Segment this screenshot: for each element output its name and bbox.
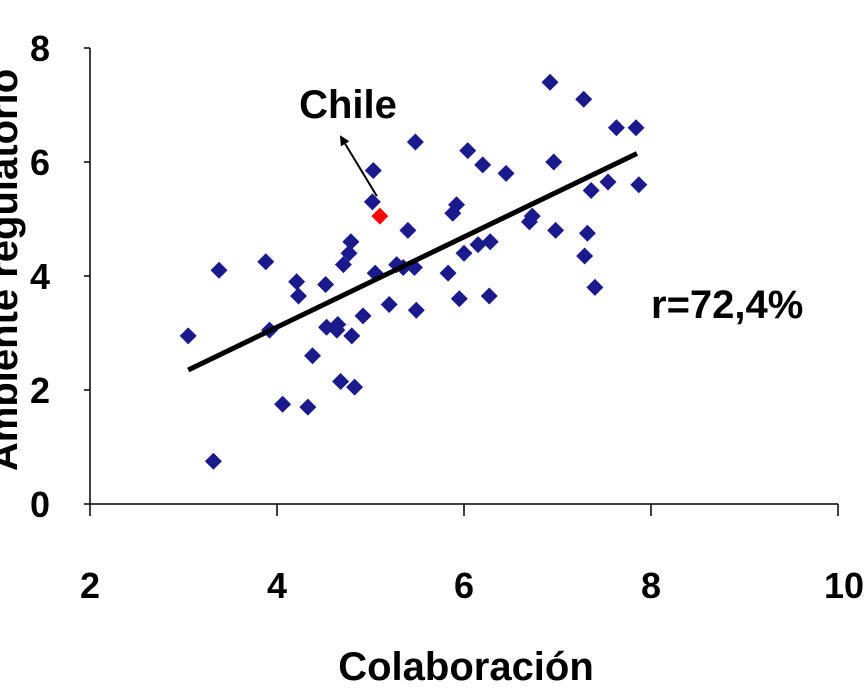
- data-point: [450, 290, 468, 308]
- data-point: [334, 256, 352, 274]
- data-point: [354, 307, 372, 325]
- data-point: [586, 278, 604, 296]
- data-point: [299, 398, 317, 416]
- x-tick-label: 2: [80, 565, 100, 606]
- data-point: [204, 452, 222, 470]
- y-tick-label: 6: [30, 142, 50, 183]
- data-point: [582, 182, 600, 199]
- data-point: [497, 164, 515, 182]
- x-tick-label: 4: [267, 565, 287, 606]
- data-point: [346, 378, 364, 396]
- data-point: [340, 244, 358, 262]
- data-point: [274, 395, 292, 413]
- data-point: [342, 233, 360, 251]
- data-point: [380, 296, 398, 313]
- data-point: [480, 287, 498, 305]
- data-points: [179, 73, 648, 470]
- data-point: [474, 156, 492, 174]
- data-point: [304, 347, 322, 365]
- data-point: [523, 207, 541, 225]
- y-tick-label: 0: [30, 484, 50, 525]
- y-axis-title: Ambiente regulatorio: [0, 69, 26, 471]
- data-point: [399, 221, 417, 239]
- data-point: [364, 162, 382, 180]
- x-tick-label: 6: [454, 565, 474, 606]
- data-point: [332, 372, 350, 390]
- trendline: [187, 151, 639, 373]
- data-point: [288, 273, 306, 291]
- x-tick-label: 8: [641, 565, 661, 606]
- data-point: [541, 73, 559, 91]
- data-point: [406, 133, 424, 151]
- x-tick-label: 10: [824, 565, 864, 606]
- data-point: [455, 244, 473, 262]
- data-point: [576, 247, 594, 265]
- chile-label: Chile: [299, 83, 397, 127]
- highlighted-point-chile: [371, 207, 389, 225]
- data-point: [343, 327, 361, 345]
- data-point: [469, 236, 487, 254]
- data-point: [578, 224, 596, 242]
- data-point: [575, 90, 593, 108]
- data-point: [363, 193, 381, 211]
- x-ticks: 2 4 6 8 10: [80, 504, 864, 606]
- data-point: [627, 119, 645, 137]
- data-point: [607, 119, 625, 137]
- data-point: [448, 196, 466, 214]
- data-point: [439, 264, 457, 282]
- data-point: [210, 261, 228, 279]
- y-tick-label: 4: [30, 256, 50, 297]
- data-point: [407, 301, 425, 319]
- data-point: [481, 233, 499, 251]
- correlation-label: r=72,4%: [651, 283, 803, 327]
- data-point: [329, 315, 347, 333]
- data-point: [599, 173, 617, 191]
- y-tick-label: 2: [30, 370, 50, 411]
- chile-arrow: [339, 135, 378, 197]
- data-point: [630, 176, 648, 194]
- data-point: [547, 221, 565, 239]
- y-tick-label: 8: [30, 28, 50, 69]
- data-point: [179, 327, 197, 345]
- data-point: [290, 287, 308, 305]
- data-point: [545, 153, 563, 171]
- y-ticks: 0 2 4 6 8: [30, 28, 90, 525]
- x-axis-title: Colaboración: [338, 645, 594, 689]
- data-point: [257, 253, 275, 271]
- axes: [89, 48, 838, 505]
- data-point: [459, 142, 477, 160]
- data-point: [317, 276, 335, 294]
